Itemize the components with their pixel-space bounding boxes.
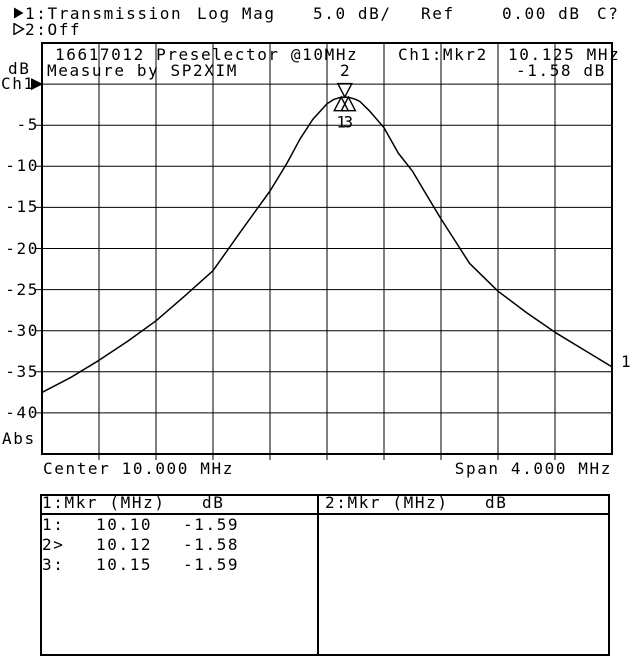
trace1-scale: 5.0 dB/: [313, 4, 392, 23]
graph-annotation-2: Measure by SP2XIM: [47, 61, 238, 80]
marker-readout-channel: Ch1:Mkr2: [398, 45, 488, 64]
marker-row-num: 2>: [42, 535, 65, 554]
marker-row-freq: 10.15: [96, 555, 153, 574]
marker-table-left-header: 1:Mkr (MHz): [42, 493, 166, 512]
marker-row-num: 3:: [42, 555, 65, 574]
y-unit-label: dB: [8, 59, 31, 78]
trace1-label: 1:Transmission: [25, 4, 183, 23]
y-tick-label: -10: [5, 156, 39, 176]
marker-row-freq: 10.10: [96, 515, 153, 534]
marker-readout-freq: 10.125 MHz: [508, 45, 621, 64]
grid-lines: [36, 43, 612, 460]
marker-1-label: 1: [336, 113, 346, 132]
marker-table-header-separator: [40, 513, 610, 515]
y-tick-label: -35: [5, 361, 39, 381]
trace-end-label: 1: [621, 352, 633, 371]
trace1-ref-value: 0.00 dB: [502, 4, 581, 23]
y-tick-label: -20: [5, 238, 39, 258]
marker-table-left-unit: dB: [202, 493, 225, 512]
graph-annotation-1: 16617012 Preselector @10MHz: [55, 45, 359, 64]
marker-row-db: -1.59: [183, 555, 240, 574]
marker-2-label: 2: [340, 61, 350, 80]
trace1-format: Log Mag: [197, 4, 276, 23]
marker-2-icon: [336, 82, 353, 99]
marker-readout-value: -1.58 dB: [516, 61, 606, 80]
marker-3-icon: [340, 95, 357, 112]
y-tick-label: -30: [5, 320, 39, 340]
marker-table: [40, 494, 610, 656]
marker-table-right-header: 2:Mkr (MHz): [325, 493, 449, 512]
marker-row-db: -1.58: [183, 535, 240, 554]
span-label: Span 4.000 MHz: [454, 459, 612, 478]
marker-table-right-unit: dB: [485, 493, 508, 512]
y-tick-label: -25: [5, 279, 39, 299]
marker-table-divider: [317, 494, 319, 656]
y-tick-label: -15: [5, 197, 39, 217]
trace1-ref-word: Ref: [421, 4, 455, 23]
graticule-border: [41, 42, 613, 455]
trace1-active-marker-icon: [14, 7, 24, 19]
marker-row-freq: 10.12: [96, 535, 153, 554]
marker-row-db: -1.59: [183, 515, 240, 534]
center-freq-label: Center 10.000 MHz: [43, 459, 234, 478]
marker-row-num: 1:: [42, 515, 65, 534]
marker-3-label: 3: [344, 113, 354, 132]
y-tick-label: -40: [5, 402, 39, 422]
cal-status: C?: [597, 4, 620, 23]
trace-1: [41, 96, 613, 394]
trace2-label: 2:Off: [25, 20, 82, 39]
ref-level-arrow-icon: [31, 78, 43, 91]
trace2-inactive-marker-icon: [13, 23, 25, 35]
channel-label: Ch1: [1, 74, 35, 93]
y-tick-label: -5: [16, 115, 39, 135]
abs-mode-label: Abs: [2, 429, 36, 448]
